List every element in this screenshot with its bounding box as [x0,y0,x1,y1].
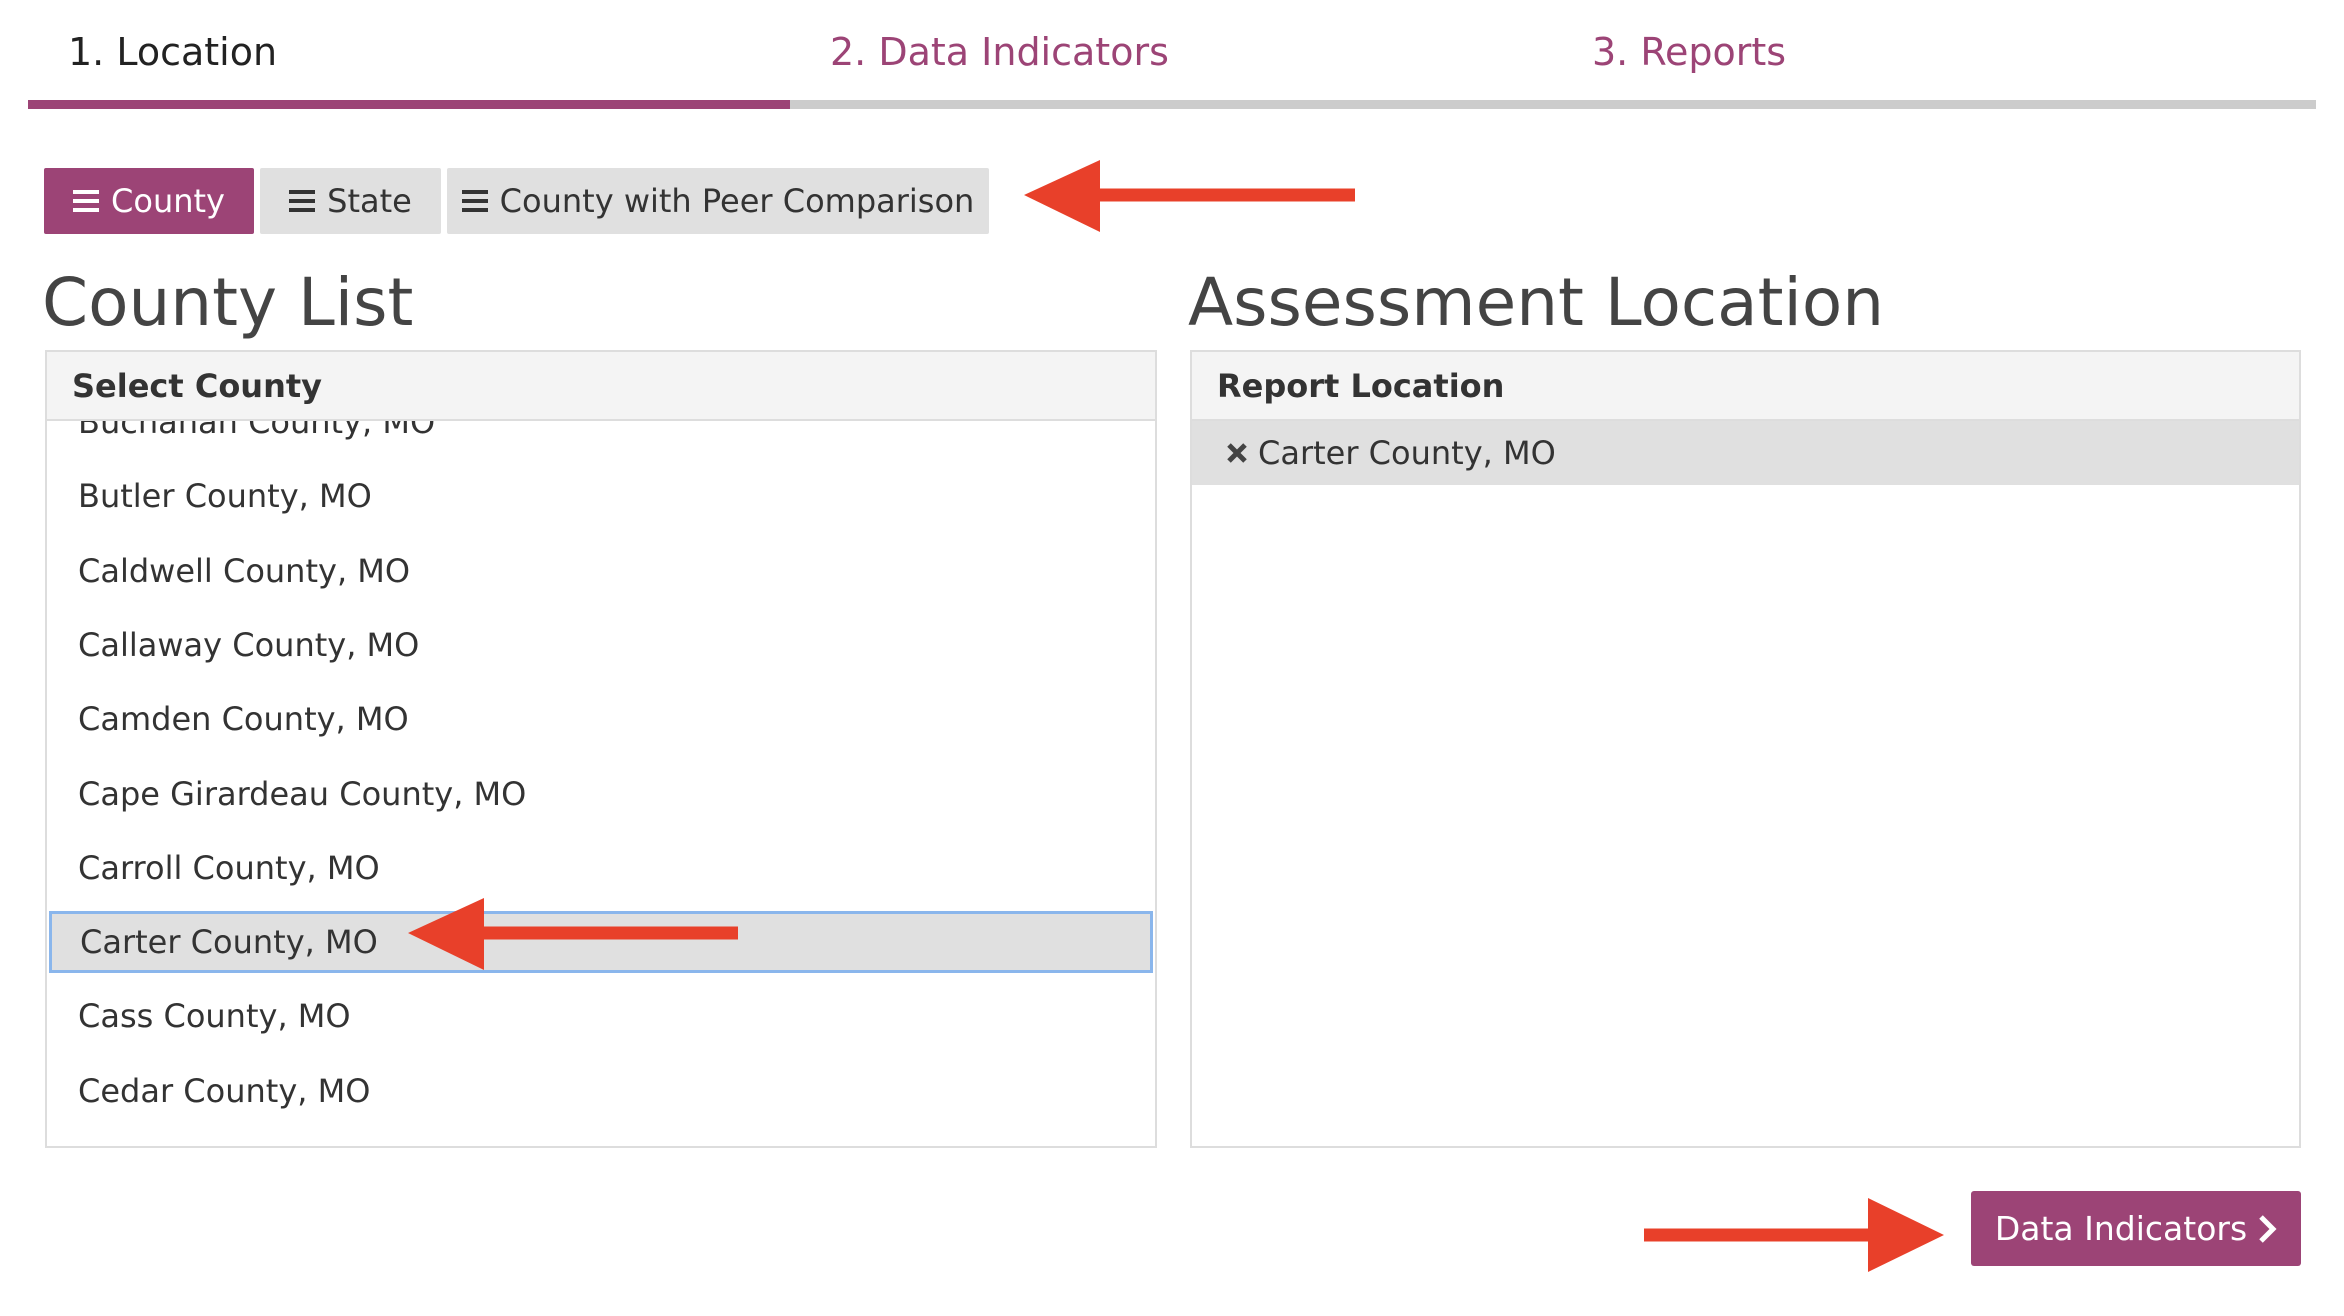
progress-fill [28,100,790,109]
county-item[interactable]: Camden County, MO [78,700,409,739]
step-tab[interactable]: 3. Reports [1592,30,1787,74]
assessment-title: Assessment Location [1188,264,1885,341]
menu-icon [73,190,100,212]
report-item: Carter County, MO [1192,421,2299,485]
panel-header: Report Location [1192,352,2299,421]
button-label: County [111,182,225,220]
chevron-icon [2259,1214,2277,1243]
button-label: County with Peer Comparison [499,182,975,220]
county-item[interactable]: Caldwell County, MO [78,551,411,590]
county-item[interactable]: Buchanan County, MO [78,421,436,441]
county-item[interactable]: Butler County, MO [78,477,372,516]
step-tab[interactable]: 1. Location [68,30,278,74]
menu-icon [461,190,488,212]
assessment-panel: Report Location Carter County, MO [1190,350,2301,1148]
menu-icon [289,190,316,212]
remove-icon[interactable] [1226,442,1248,464]
panel-header: Select County [47,352,1155,421]
county-panel: Select County Buchanan County, MO Butler … [45,350,1157,1148]
step-tab[interactable]: 2. Data Indicators [830,30,1169,74]
view-button[interactable]: County with Peer Comparison [447,168,989,234]
county-item[interactable]: Callaway County, MO [78,625,420,664]
county-list: Buchanan County, MO Butler County, MO Cald… [47,421,1155,1146]
county-list-title: County List [42,264,414,341]
view-button[interactable]: County [44,168,254,234]
button-label: State [327,182,412,220]
county-item[interactable]: Cape Girardeau County, MO [78,774,527,813]
county-item[interactable]: Carter County, MO [49,911,1153,974]
next-label: Data Indicators [1994,1209,2248,1248]
next-button[interactable]: Data Indicators [1971,1191,2301,1266]
county-item[interactable]: Cedar County, MO [78,1071,371,1110]
progress-track [28,100,2316,109]
view-button[interactable]: State [260,168,441,234]
county-item[interactable]: Cass County, MO [78,997,351,1036]
county-item[interactable]: Carroll County, MO [78,848,380,887]
